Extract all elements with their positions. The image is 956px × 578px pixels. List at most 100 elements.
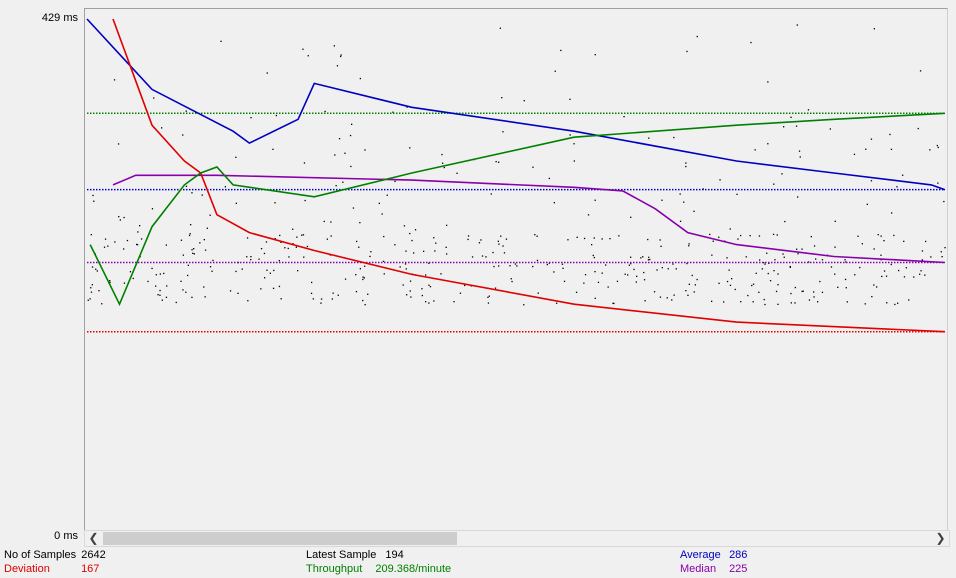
sample-dot	[802, 290, 804, 292]
sample-dot	[773, 183, 775, 185]
sample-dot	[421, 294, 423, 297]
sample-dot	[409, 290, 411, 292]
sample-dot	[340, 54, 342, 56]
sample-dot	[799, 156, 801, 158]
sample-dot	[736, 193, 738, 195]
sample-dot	[796, 248, 798, 250]
horizontal-scrollbar[interactable]: ❮ ❯	[84, 530, 950, 547]
sample-dot	[893, 234, 895, 237]
sample-dot	[337, 294, 339, 296]
sample-dot	[807, 109, 810, 111]
sample-dot	[235, 202, 237, 204]
sample-dot	[185, 110, 187, 112]
sample-dot	[288, 256, 290, 258]
sample-dot	[635, 281, 637, 283]
sample-dot	[936, 144, 938, 147]
sample-dot	[235, 156, 237, 158]
sample-dot	[628, 264, 630, 266]
sample-dot	[553, 202, 555, 204]
sample-dot	[623, 116, 625, 118]
sample-dot	[685, 162, 687, 164]
average-label: Average	[680, 549, 721, 561]
sample-dot	[844, 278, 847, 281]
sample-dot	[897, 302, 899, 304]
sample-dot	[220, 40, 222, 42]
sample-dot	[246, 256, 248, 258]
sample-dot	[618, 235, 620, 237]
sample-dot	[441, 153, 443, 156]
chevron-right-icon[interactable]: ❯	[935, 531, 946, 545]
sample-dot	[766, 252, 768, 254]
scrollbar-thumb[interactable]	[103, 532, 457, 545]
sample-dot	[403, 225, 406, 227]
series-line-deviation	[112, 18, 946, 333]
sample-dot	[492, 251, 494, 254]
sample-dot	[104, 238, 107, 240]
sample-dot	[307, 55, 309, 57]
sample-dot	[497, 240, 499, 242]
sample-dot	[481, 255, 484, 257]
sample-dot	[889, 133, 891, 136]
sample-dot	[113, 79, 116, 81]
series-line-median	[112, 174, 946, 264]
sample-dot	[349, 134, 352, 137]
sample-dot	[123, 248, 125, 250]
sample-dot	[754, 149, 756, 151]
sample-dot	[370, 251, 372, 253]
sample-dot	[921, 250, 924, 252]
sample-dot	[789, 265, 791, 268]
sample-dot	[745, 256, 747, 258]
sample-dot	[409, 147, 411, 149]
sample-dot	[537, 292, 539, 294]
sample-dot	[937, 182, 939, 184]
sample-dot	[821, 259, 824, 261]
sample-dot	[913, 276, 915, 278]
sample-dot	[667, 268, 669, 270]
sample-dot	[440, 273, 442, 275]
sample-dot	[890, 263, 892, 266]
sample-dot	[534, 234, 536, 236]
sample-dot	[790, 292, 792, 295]
sample-dot	[752, 301, 754, 303]
sample-dot	[453, 301, 455, 303]
sample-dot	[237, 292, 239, 294]
sample-dot	[587, 214, 590, 216]
sample-dot	[601, 238, 603, 240]
sample-dot	[406, 294, 408, 296]
sample-dot	[126, 239, 129, 242]
sample-dot	[180, 239, 183, 241]
sample-dot	[409, 280, 412, 282]
sample-dot	[381, 213, 383, 215]
throughput-stat: Throughput 209.368/minute	[306, 563, 451, 575]
sample-dot	[272, 148, 274, 150]
series-lines	[86, 18, 946, 333]
sample-dot	[769, 280, 772, 282]
sample-dot	[123, 282, 126, 284]
sample-dot	[269, 272, 271, 274]
sample-dot	[301, 234, 303, 236]
sample-dot	[340, 55, 342, 58]
sample-dot	[355, 291, 358, 293]
sample-dot	[273, 269, 275, 272]
plot-area	[84, 8, 948, 530]
sample-dot	[584, 274, 587, 276]
sample-dot	[656, 269, 658, 271]
sample-dot	[873, 284, 875, 286]
sample-dot	[548, 177, 550, 180]
sample-dot	[777, 303, 779, 305]
sample-dot	[284, 247, 286, 249]
sample-dot	[661, 267, 663, 269]
sample-dot	[532, 166, 534, 168]
sample-dot	[209, 266, 212, 268]
sample-dot	[763, 262, 765, 264]
sample-dot	[292, 243, 294, 245]
sample-dot	[719, 179, 721, 181]
sample-dot	[924, 274, 926, 276]
throughput-label: Throughput	[306, 563, 363, 575]
sample-dot	[326, 238, 328, 240]
sample-dot	[433, 300, 435, 302]
sample-dot	[649, 258, 651, 261]
sample-dot	[399, 266, 401, 268]
chevron-left-icon[interactable]: ❮	[88, 531, 99, 545]
sample-dot	[275, 114, 277, 117]
